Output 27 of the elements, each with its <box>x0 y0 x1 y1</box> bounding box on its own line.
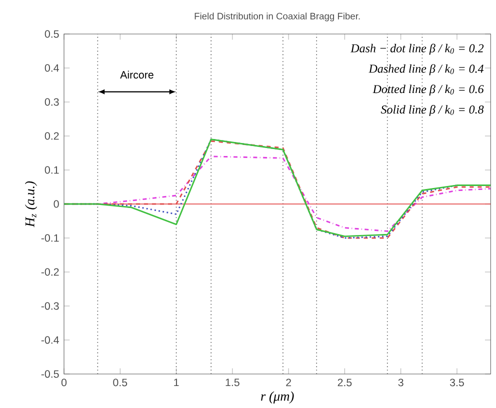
x-tick-label: 0 <box>61 378 67 386</box>
chart-title: Field Distribution in Coaxial Bragg Fiber. <box>194 12 360 22</box>
y-tick-label: 0.5 <box>44 30 59 38</box>
y-tick-label: 0 <box>54 200 59 208</box>
y-tick-label: -0.2 <box>41 268 59 276</box>
annotation: Dash − dot line β / k$_{0}$ = 0.2 <box>350 44 484 55</box>
y-axis-title: H$_{z}$ (a.u.) <box>24 181 38 228</box>
x-tick-label: 1.5 <box>226 378 240 386</box>
annotation: Solid line β / k$_{0}$ = 0.8 <box>380 105 484 116</box>
y-tick-label: 0.3 <box>44 98 59 106</box>
annotation: Dashed line β / k$_{0}$ = 0.4 <box>368 64 484 76</box>
y-tick-label: 0.1 <box>44 166 59 174</box>
x-axis-title: r (μm) <box>261 391 294 404</box>
x-tick-label: 3.5 <box>450 378 464 386</box>
y-tick-label: -0.3 <box>41 302 59 310</box>
annotation: Dotted line β / k$_{0}$ = 0.6 <box>372 84 484 96</box>
x-tick-label: 2.5 <box>338 378 352 386</box>
y-tick-label: -0.4 <box>41 336 59 344</box>
annotation: Aircore <box>120 70 154 79</box>
x-tick-label: 1 <box>174 378 179 386</box>
x-tick-label: 3 <box>398 378 404 386</box>
x-tick-label: 0.5 <box>113 378 128 386</box>
y-tick-label: 0.4 <box>44 64 59 72</box>
y-tick-label: -0.1 <box>41 234 59 242</box>
y-tick-label: -0.5 <box>41 370 59 378</box>
y-tick-label: 0.2 <box>44 132 59 140</box>
x-tick-label: 2 <box>286 378 291 386</box>
